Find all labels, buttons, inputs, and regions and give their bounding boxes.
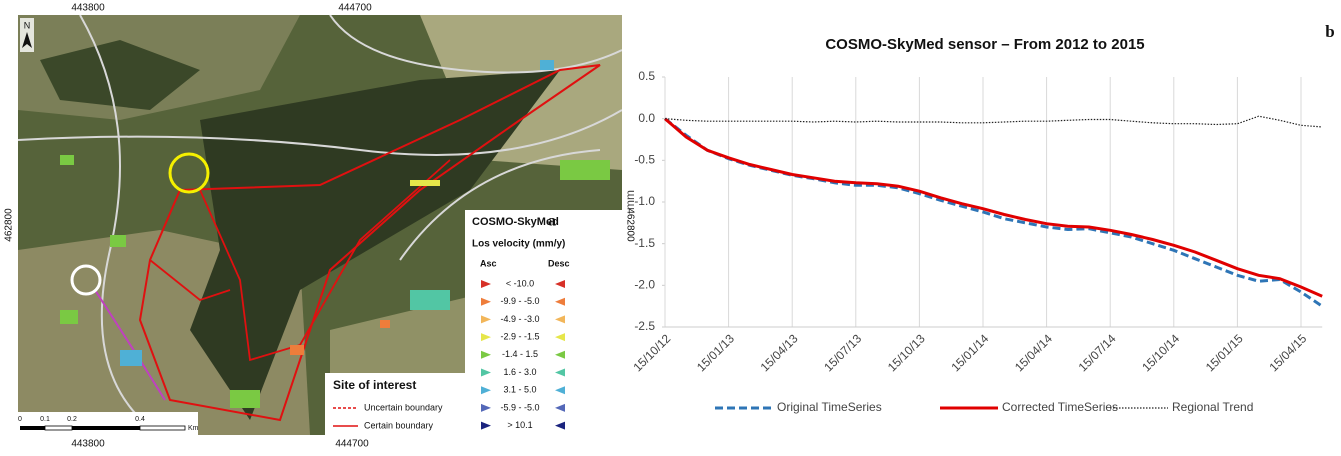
scale-label: 0 <box>18 416 22 423</box>
legend-title: COSMO-SkyMed <box>472 216 559 228</box>
x-tick-label: 15/01/13 <box>694 331 737 374</box>
legend-label: Regional Trend <box>1172 400 1253 414</box>
coord-left: 462800 <box>4 208 15 242</box>
legend-class-label: 3.1 - 5.0 <box>503 385 536 395</box>
legend-class-label: -9.9 - -5.0 <box>500 296 539 306</box>
x-tick-label: 15/10/13 <box>885 331 928 374</box>
x-tick-label: 15/10/14 <box>1139 331 1182 374</box>
legend-class-label: > 10.1 <box>507 420 532 430</box>
legend-label: Original TimeSeries <box>777 400 882 414</box>
x-tick-label: 15/04/15 <box>1266 331 1309 374</box>
x-tick-label: 15/07/13 <box>821 331 864 374</box>
panel-label: b <box>1325 22 1334 41</box>
legend-desc: Desc <box>548 258 570 268</box>
site-legend-item: Uncertain boundary <box>364 402 443 412</box>
legend-subtitle: Los velocity (mm/y) <box>472 239 565 250</box>
y-tick-label: -2.5 <box>634 319 655 333</box>
legend-class-label: -5.9 - -5.0 <box>500 402 539 412</box>
y-tick-label: -1.5 <box>634 236 655 250</box>
x-tick-label: 15/04/14 <box>1012 331 1055 374</box>
coord-bottom: 443800 <box>71 439 105 450</box>
legend-label: Corrected TimeSeries <box>1002 400 1118 414</box>
chart-title: COSMO-SkyMed sensor – From 2012 to 2015 <box>825 36 1144 53</box>
panel-label: a <box>548 213 556 230</box>
coord-bottom: 444700 <box>335 439 369 450</box>
series-line <box>665 116 1322 127</box>
map: N 443800 444700 443800 444700 462800 462… <box>4 3 636 450</box>
x-tick-label: 15/10/12 <box>630 331 673 374</box>
scale-unit: Km <box>188 425 199 432</box>
site-legend-item: Certain boundary <box>364 420 434 430</box>
legend-class-label: < -10.0 <box>506 278 534 288</box>
y-tick-label: 0.0 <box>638 111 655 125</box>
coord-top: 444700 <box>338 3 372 14</box>
x-tick-label: 15/04/13 <box>758 331 801 374</box>
legend-class-label: -1.4 - 1.5 <box>502 349 538 359</box>
x-tick-label: 15/01/14 <box>948 331 991 374</box>
y-tick-label: -1.0 <box>634 194 655 208</box>
y-tick-label: -2.0 <box>634 278 655 292</box>
coord-top: 443800 <box>71 3 105 14</box>
series-line <box>665 119 1322 297</box>
page: N 443800 444700 443800 444700 462800 462… <box>0 0 1341 451</box>
scale-label: 0.2 <box>67 416 77 423</box>
scale-label: 0.1 <box>40 416 50 423</box>
x-tick-label: 15/01/15 <box>1203 331 1246 374</box>
legend-class-label: -2.9 - -1.5 <box>500 331 539 341</box>
y-tick-label: -0.5 <box>634 153 655 167</box>
figure: N 443800 444700 443800 444700 462800 462… <box>0 0 1341 451</box>
legend-class-label: -4.9 - -3.0 <box>500 314 539 324</box>
site-legend-title: Site of interest <box>333 378 416 392</box>
legend-asc: Asc <box>480 258 497 268</box>
scale-label: 0.4 <box>135 416 145 423</box>
y-tick-label: 0.5 <box>638 69 655 83</box>
legend-class-label: 1.6 - 3.0 <box>503 367 536 377</box>
x-tick-label: 15/07/14 <box>1076 331 1119 374</box>
north-arrow: N <box>24 20 31 30</box>
